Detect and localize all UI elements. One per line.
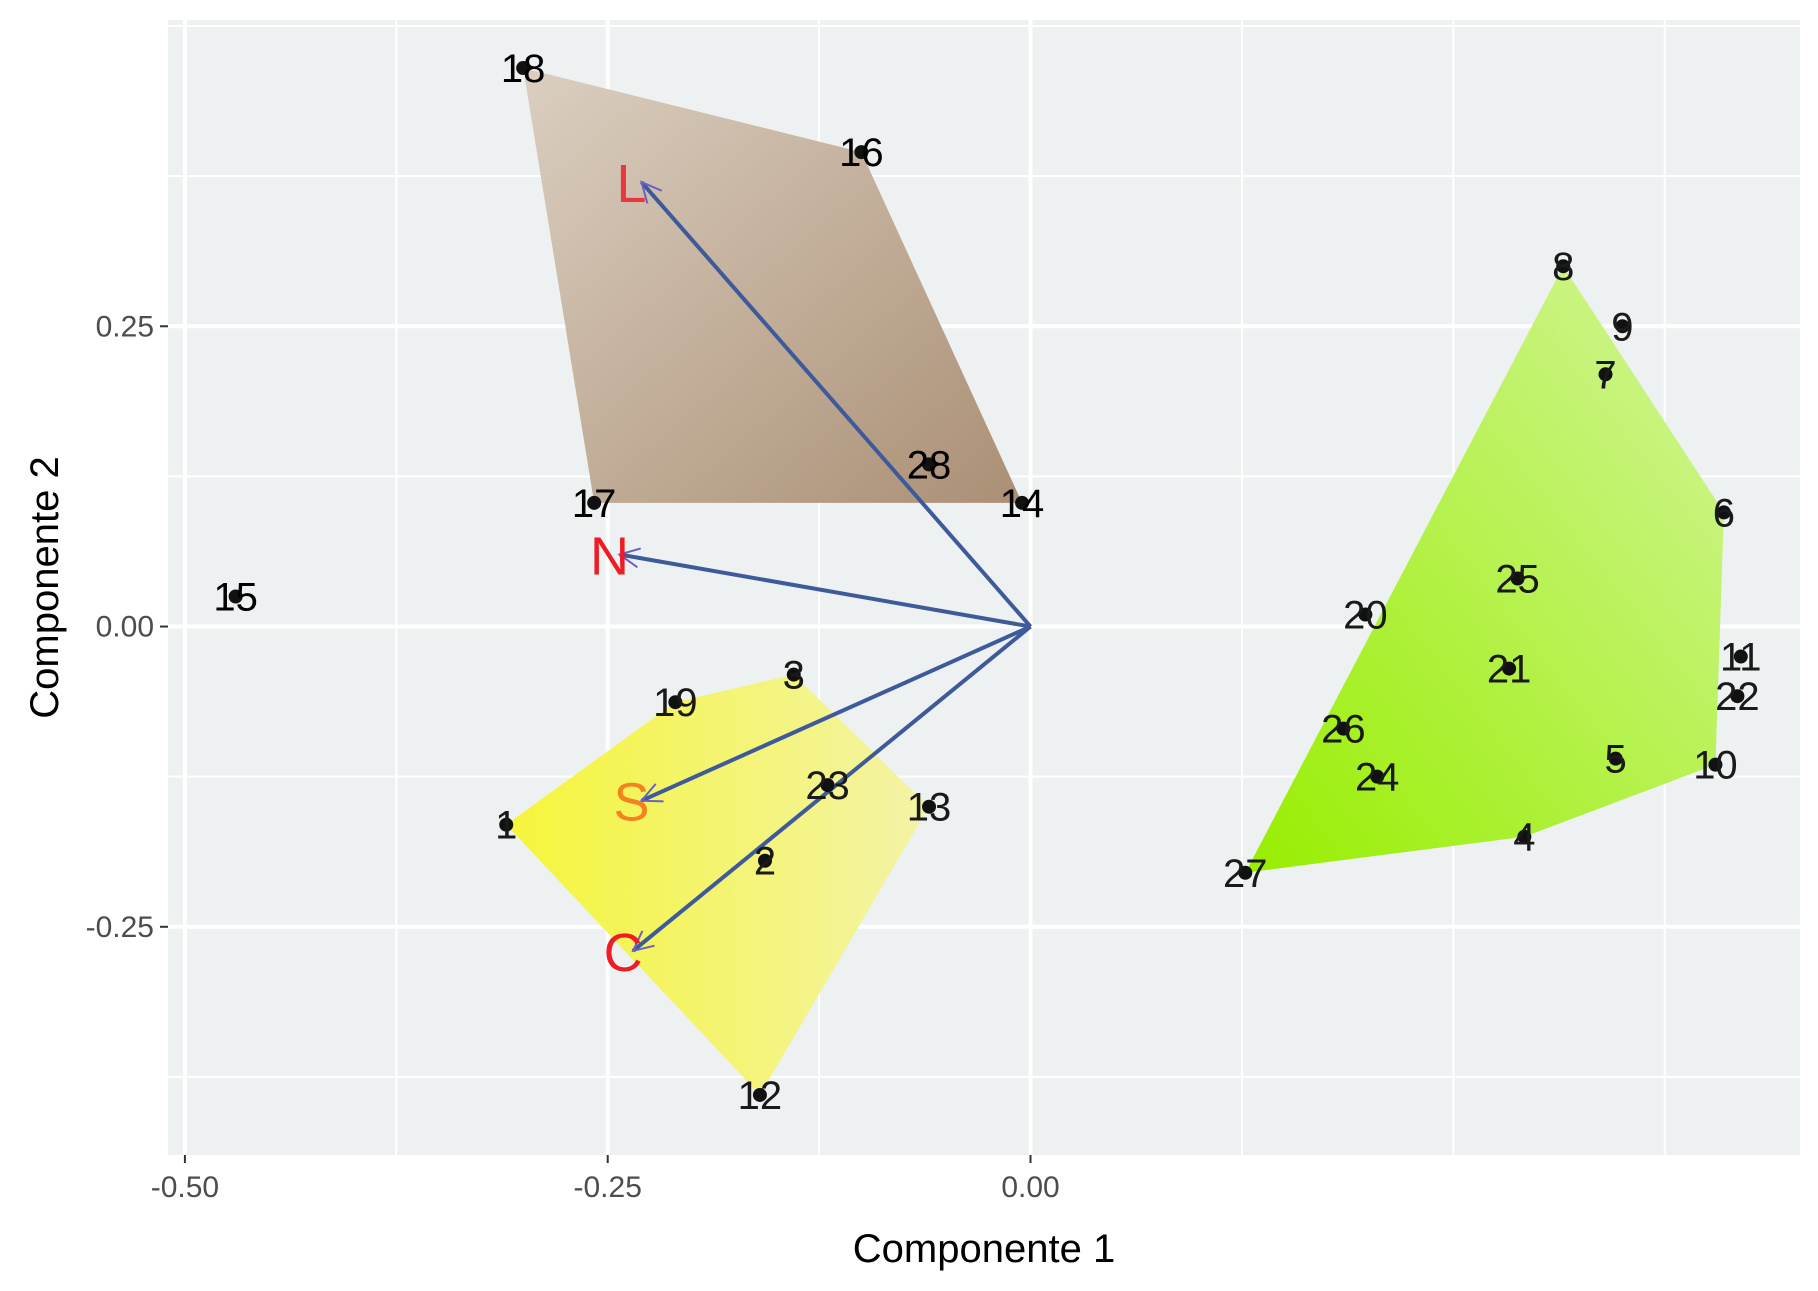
- y-tick-label: -0.25: [86, 911, 154, 944]
- loading-arrow-S: [640, 624, 1032, 803]
- point-label-12: 12: [738, 1074, 783, 1118]
- point-17: [587, 495, 602, 510]
- point-label-20: 20: [1343, 594, 1388, 638]
- point-11: [1733, 649, 1748, 664]
- point-28: [922, 457, 937, 472]
- point-6: [1716, 505, 1731, 520]
- loading-arrowhead-N: [617, 547, 641, 569]
- point-label-6: 6: [1713, 491, 1735, 535]
- loading-label-N: N: [590, 526, 629, 586]
- point-23: [820, 778, 835, 793]
- point-label-22: 22: [1715, 675, 1760, 719]
- point-label-7: 7: [1594, 353, 1616, 397]
- loading-arrowhead-L: [640, 180, 663, 204]
- point-label-13: 13: [907, 786, 952, 830]
- point-label-1: 1: [495, 804, 517, 848]
- point-label-21: 21: [1487, 648, 1532, 692]
- point-label-23: 23: [805, 764, 850, 808]
- point-19: [668, 695, 683, 710]
- point-10: [1708, 757, 1723, 772]
- point-label-16: 16: [839, 131, 884, 175]
- point-2: [757, 853, 772, 868]
- x-tick-label: -0.25: [574, 1171, 642, 1204]
- loading-label-C: C: [604, 923, 643, 983]
- point-24: [1370, 769, 1385, 784]
- point-8: [1556, 259, 1571, 274]
- point-5: [1608, 751, 1623, 766]
- point-3: [786, 667, 801, 682]
- point-label-18: 18: [501, 47, 546, 91]
- point-13: [922, 799, 937, 814]
- point-label-2: 2: [754, 840, 776, 884]
- x-axis-title: Componente 1: [853, 1227, 1115, 1271]
- point-1: [499, 817, 514, 832]
- loading-label-L: L: [617, 154, 647, 214]
- point-label-8: 8: [1552, 245, 1574, 289]
- y-tick-label: 0.25: [96, 310, 154, 343]
- point-25: [1510, 571, 1525, 586]
- point-label-27: 27: [1223, 852, 1268, 896]
- y-axis-title: Componente 2: [23, 456, 67, 718]
- loading-arrow-N: [619, 552, 1031, 629]
- point-26: [1336, 721, 1351, 736]
- loading-labels: L N S C: [590, 154, 650, 983]
- point-27: [1238, 865, 1253, 880]
- point-12: [752, 1087, 767, 1102]
- point-label-26: 26: [1321, 708, 1366, 752]
- point-22: [1730, 689, 1745, 704]
- point-label-15: 15: [213, 576, 258, 620]
- point-14: [1015, 495, 1030, 510]
- loading-arrowhead-S: [639, 783, 664, 803]
- point-label-25: 25: [1495, 557, 1540, 601]
- loading-label-S: S: [614, 773, 650, 833]
- point-label-4: 4: [1513, 816, 1535, 860]
- point-label-10: 10: [1693, 744, 1738, 788]
- point-label-5: 5: [1605, 738, 1627, 782]
- point-label-14: 14: [1000, 482, 1045, 526]
- point-label-19: 19: [653, 681, 698, 725]
- point-label-24: 24: [1355, 756, 1400, 800]
- point-4: [1517, 829, 1532, 844]
- point-7: [1598, 367, 1613, 382]
- cluster-hull-3: [1245, 266, 1724, 873]
- loading-arrows: [617, 180, 1033, 953]
- point-15: [228, 589, 243, 604]
- point-label-9: 9: [1611, 305, 1633, 349]
- loading-arrow-L: [640, 180, 1033, 628]
- point-label-3: 3: [783, 654, 805, 698]
- cluster-hull-1: [523, 68, 1023, 503]
- point-label-17: 17: [572, 482, 617, 526]
- point-label-28: 28: [907, 443, 952, 487]
- point-9: [1615, 319, 1630, 334]
- point-21: [1502, 661, 1517, 676]
- point-20: [1358, 607, 1373, 622]
- y-tick-label: 0.00: [96, 611, 154, 644]
- loading-arrowhead-C: [631, 930, 655, 953]
- point-16: [854, 145, 869, 160]
- observation-points: [228, 61, 1748, 1102]
- point-18: [516, 61, 531, 76]
- x-tick-label: 0.00: [1001, 1171, 1059, 1204]
- x-tick-label: -0.50: [151, 1171, 219, 1204]
- axes: -0.50 -0.25 0.00 0.25 0.00 -0.25: [86, 310, 1060, 1204]
- point-label-11: 11: [1720, 636, 1762, 680]
